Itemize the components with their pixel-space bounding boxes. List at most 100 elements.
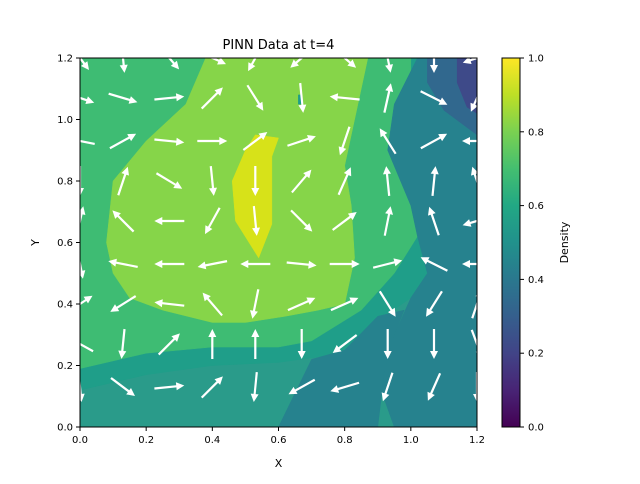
- y-tick-label: 1.2: [57, 54, 73, 65]
- x-tick-label: 0.8: [337, 435, 353, 446]
- velocity-arrow-2: [167, 58, 180, 70]
- velocity-arrow-3: [209, 58, 226, 65]
- velocity-arrow-84: [250, 372, 259, 402]
- colorbar-ticks: 0.0 0.2 0.4 0.6 0.8 1.0: [520, 54, 544, 434]
- velocity-arrow-11: [108, 92, 138, 104]
- velocity-arrow-10: [80, 96, 95, 104]
- velocity-arrow-87: [381, 372, 394, 402]
- velocity-arrow-43: [205, 207, 221, 235]
- velocity-arrow-55: [286, 260, 317, 269]
- velocity-arrow-45: [290, 209, 313, 232]
- velocity-arrow-38: [430, 166, 439, 196]
- velocity-arrow-59: [462, 260, 477, 268]
- velocity-arrow-13: [200, 87, 223, 110]
- velocity-arrow-42: [154, 217, 185, 225]
- colorbar-tick-label: 0.2: [528, 349, 544, 360]
- velocity-arrow-67: [378, 290, 396, 317]
- velocity-arrow-35: [291, 169, 312, 194]
- velocity-arrow-70: [80, 342, 94, 353]
- velocity-arrow-47: [383, 206, 393, 236]
- velocity-arrow-75: [297, 329, 306, 359]
- velocity-arrow-79: [470, 329, 477, 354]
- colorbar-tick-label: 0.6: [528, 201, 544, 212]
- velocity-arrow-16: [329, 93, 360, 102]
- velocity-arrow-57: [372, 258, 403, 269]
- velocity-arrow-15: [298, 82, 307, 113]
- velocity-arrow-60: [80, 295, 93, 306]
- velocity-arrow-86: [330, 381, 360, 393]
- chart-title: PINN Data at t=4: [223, 38, 335, 53]
- velocity-arrow-64: [250, 289, 260, 319]
- velocity-arrow-69: [471, 294, 477, 319]
- y-tick-label: 0.2: [57, 361, 73, 372]
- velocity-arrow-81: [110, 377, 135, 396]
- velocity-arrow-33: [209, 166, 217, 196]
- velocity-arrow-25: [287, 135, 316, 147]
- velocity-arrow-56: [329, 260, 360, 268]
- velocity-arrow-88: [427, 372, 442, 401]
- velocity-arrow-37: [383, 166, 391, 196]
- x-axis-label: X: [275, 457, 283, 470]
- colorbar-label: Density: [558, 221, 571, 263]
- velocity-arrow-19: [470, 95, 477, 112]
- velocity-arrow-44: [252, 205, 260, 236]
- density-contours: [80, 58, 477, 427]
- plot-area: [79, 57, 478, 428]
- velocity-arrow-29: [462, 137, 477, 145]
- velocity-arrow-52: [154, 260, 185, 268]
- velocity-arrow-26: [338, 126, 351, 156]
- velocity-arrow-61: [110, 295, 137, 312]
- y-tick-label: 0.4: [57, 300, 73, 311]
- velocity-arrow-5: [290, 58, 304, 68]
- velocity-arrow-9: [462, 58, 477, 64]
- velocity-arrow-8: [430, 58, 438, 73]
- x-tick-label: 0.4: [204, 435, 220, 446]
- velocity-arrow-21: [109, 133, 137, 150]
- velocity-arrow-40: [80, 206, 86, 227]
- colorbar-tick-label: 0.8: [528, 127, 544, 138]
- velocity-arrow-77: [383, 329, 392, 359]
- x-tick-label: 1.2: [469, 435, 485, 446]
- x-tick-label: 0.0: [72, 435, 88, 446]
- velocity-arrow-27: [379, 128, 397, 155]
- x-axis: 0.0 0.2 0.4 0.6 0.8 1.0 1.2: [72, 427, 485, 446]
- contour-region-3: [231, 134, 279, 259]
- velocity-arrow-34: [251, 166, 260, 196]
- velocity-arrow-78: [430, 329, 438, 359]
- y-tick-label: 1.0: [57, 115, 73, 126]
- velocity-arrow-51: [108, 258, 138, 268]
- velocity-arrow-71: [118, 328, 127, 359]
- velocity-arrow-65: [287, 297, 316, 312]
- velocity-arrow-54: [240, 260, 271, 268]
- velocity-arrow-76: [332, 334, 358, 353]
- velocity-arrow-4: [248, 58, 257, 72]
- velocity-arrow-1: [119, 58, 128, 73]
- velocity-arrow-80: [80, 375, 85, 402]
- velocity-arrow-63: [202, 292, 223, 317]
- velocity-arrow-6: [342, 58, 357, 68]
- velocity-arrow-0: [80, 58, 89, 70]
- velocity-arrow-20: [80, 139, 95, 145]
- velocity-arrow-82: [154, 382, 185, 391]
- velocity-arrow-50: [80, 258, 86, 279]
- velocity-arrow-89: [473, 372, 477, 402]
- y-tick-label: 0.8: [57, 177, 73, 188]
- colorbar-tick-label: 0.4: [528, 275, 544, 286]
- velocity-arrows: [80, 58, 477, 402]
- velocity-arrow-32: [155, 172, 183, 189]
- y-tick-label: 0.6: [57, 238, 73, 249]
- colorbar: 0.0 0.2 0.4 0.6 0.8 1.0 Density: [501, 54, 571, 434]
- velocity-arrow-39: [471, 166, 477, 185]
- velocity-arrow-73: [208, 329, 217, 359]
- velocity-arrow-17: [383, 83, 394, 113]
- velocity-arrow-68: [426, 290, 443, 317]
- y-tick-label: 0.0: [57, 423, 73, 434]
- velocity-arrow-7: [385, 58, 393, 73]
- velocity-arrow-58: [420, 257, 448, 272]
- x-tick-label: 1.0: [403, 435, 419, 446]
- velocity-arrow-36: [337, 167, 352, 196]
- velocity-arrow-85: [288, 378, 316, 395]
- velocity-arrow-53: [197, 260, 228, 270]
- colorbar-tick-label: 1.0: [528, 54, 544, 65]
